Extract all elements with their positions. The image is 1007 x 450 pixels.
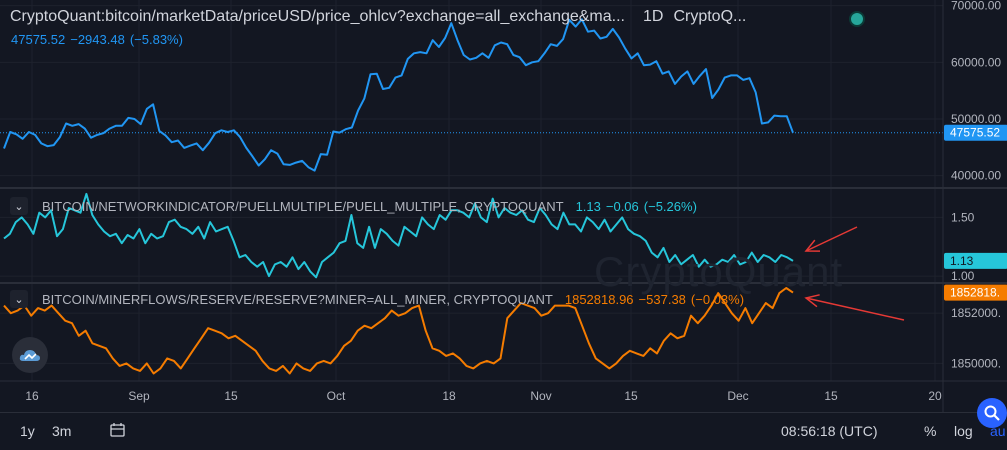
y-tick-label: 60000.00 [951,55,1001,69]
reserve-series-title: BITCOIN/MINERFLOWS/RESERVE/RESERVE?MINER… [42,291,553,307]
timeframe-label[interactable]: 1D [643,8,664,25]
puell-series-line [3,192,794,279]
search-icon[interactable] [977,398,1007,428]
arrow-reserve-head [804,294,820,308]
puell-value: 1.13 [575,198,601,214]
price-value: 47575.52 [11,32,66,47]
y-tick-label: 1852000. [951,306,1001,320]
calendar-goto-icon[interactable] [109,421,127,442]
symbol-name: CryptoQuant:bitcoin/marketData/priceUSD/… [10,8,625,25]
price-change: −2943.48 [70,32,125,47]
percent-scale-toggle[interactable]: % [924,423,937,439]
bottom-toolbar: 1y 3m 08:56:18 (UTC) % log au [0,412,1007,450]
calendar-icon [110,423,125,437]
puell-last-value-badge [944,252,1007,269]
x-tick-label: 15 [624,389,638,403]
symbol-title[interactable]: CryptoQuant:bitcoin/marketData/priceUSD/… [10,8,746,26]
x-tick-label: 15 [224,389,238,403]
x-tick-label: 20 [928,389,942,403]
watermark: CryptoQuant [594,248,844,295]
reserve-change-pct: (−0.03%) [690,291,745,307]
price-last-value-label: 47575.52 [950,126,1000,140]
y-tick-label: 40000.00 [951,169,1001,183]
x-tick-label: Dec [727,389,748,403]
arrow-reserve-shaft [805,297,905,321]
puell-series-title: BITCOIN/NETWORKINDICATOR/PUELLMULTIPLE/P… [42,198,564,214]
utc-clock[interactable]: 08:56:18 (UTC) [781,423,878,439]
arrow-puell-head [804,239,821,252]
reserve-pane-header: ⌄ BITCOIN/MINERFLOWS/RESERVE/RESERVE?MIN… [10,290,749,308]
market-status-icon [849,11,865,27]
puell-last-value-label: 1.13 [950,254,974,268]
y-tick-label: 70000.00 [951,0,1001,13]
puell-pane-header: ⌄ BITCOIN/NETWORKINDICATOR/PUELLMULTIPLE… [10,197,702,215]
magnifier-icon [984,405,1000,421]
y-tick-label: 1850000. [951,356,1001,370]
x-tick-label: 16 [25,389,39,403]
cloud-logo-icon[interactable] [12,337,48,373]
source-label: CryptoQ... [673,8,747,25]
x-tick-label: Sep [128,389,150,403]
x-tick-label: Oct [327,389,346,403]
x-tick-label: 15 [824,389,838,403]
puell-change: −0.06 [605,198,639,214]
x-tick-label: Nov [530,389,551,403]
x-tick-label: 18 [442,389,456,403]
price-last-value-badge [944,124,1007,141]
price-series-line [3,18,794,172]
chart-canvas[interactable]: 16 Sep 15 Oct 18 Nov 15 Dec 15 20 70000.00 60000.00… [0,0,1007,412]
range-3m-button[interactable]: 3m [52,423,72,439]
reserve-series-line [3,287,794,375]
reserve-value: 1852818.96 [564,291,634,307]
reserve-legend-values: 1852818.96 −537.38 (−0.03%) [565,292,749,307]
arrow-puell-shaft [805,226,858,252]
log-scale-toggle[interactable]: log [954,423,973,439]
price-change-pct: (−5.83%) [129,32,183,47]
cloud-icon [19,350,40,361]
price-legend: 47575.52 −2943.48 (−5.83%) [11,32,188,47]
reserve-last-value-label: 1852818. [950,286,1000,300]
range-1y-button[interactable]: 1y [20,423,35,439]
puell-legend-values: 1.13 −0.06 (−5.26%) [576,199,702,214]
collapse-pane-icon[interactable]: ⌄ [10,290,28,308]
collapse-pane-icon[interactable]: ⌄ [10,197,28,215]
y-tick-label: 1.00 [951,269,975,283]
reserve-change: −537.38 [638,291,686,307]
puell-change-pct: (−5.26%) [643,198,697,214]
y-tick-label: 1.50 [951,210,975,224]
reserve-last-value-badge [944,284,1007,301]
y-tick-label: 50000.00 [951,112,1001,126]
